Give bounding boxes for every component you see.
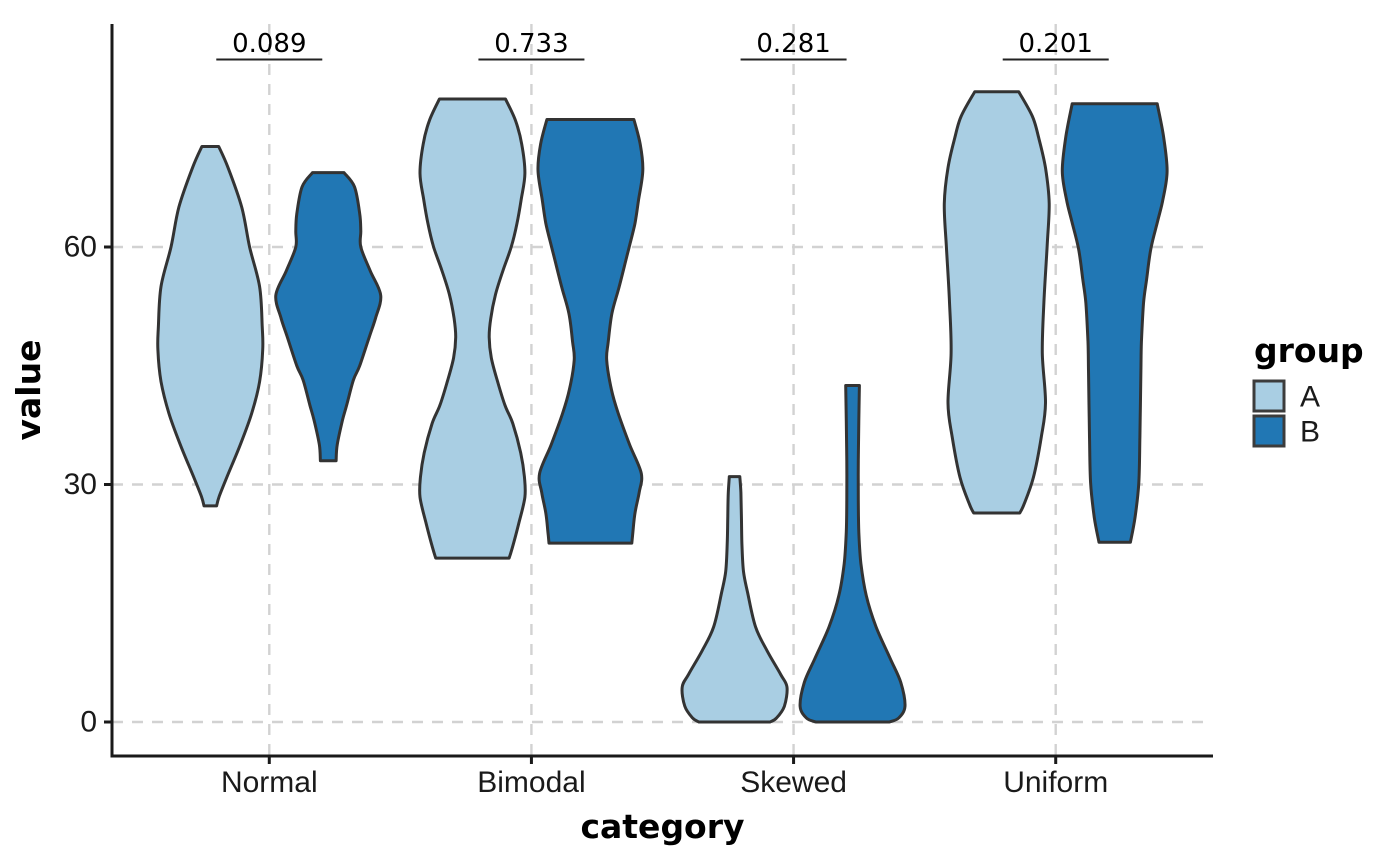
violin-uniform-a xyxy=(942,90,1051,515)
violin-uniform-b xyxy=(1060,102,1169,544)
x-tick-label-uniform: Uniform xyxy=(1003,766,1108,799)
x-axis-title: category xyxy=(580,807,744,846)
x-tick-label-bimodal: Bimodal xyxy=(477,766,585,799)
p-values: 0.089 0.733 0.281 0.201 xyxy=(216,29,1109,61)
violin-skewed-a xyxy=(680,475,789,724)
legend-label-b: B xyxy=(1300,416,1320,449)
y-tick-label-0: 0 xyxy=(80,706,97,739)
violin-bimodal-b xyxy=(536,118,645,545)
violins xyxy=(156,90,1169,724)
violin-normal-b xyxy=(274,171,383,463)
legend-key-a xyxy=(1252,379,1286,413)
legend-label-a: A xyxy=(1300,381,1320,414)
legend: group AB xyxy=(1252,331,1364,449)
legend-title: group xyxy=(1254,331,1364,370)
x-tick-label-normal: Normal xyxy=(221,766,318,799)
pvalue-label-normal: 0.089 xyxy=(232,29,306,59)
grid xyxy=(112,24,1209,756)
y-tick-label-30: 30 xyxy=(64,468,97,501)
y-tick-label-60: 60 xyxy=(64,231,97,264)
pvalue-label-uniform: 0.201 xyxy=(1018,29,1092,59)
x-tick-label-skewed: Skewed xyxy=(740,766,847,799)
violin-bimodal-a xyxy=(418,97,527,560)
axes: 0 30 60 Normal Bimodal Skewed Uniform xyxy=(64,24,1213,799)
violin-normal-a xyxy=(156,145,265,508)
legend-key-b xyxy=(1252,414,1286,448)
y-axis-title: value xyxy=(9,340,48,441)
pvalue-label-skewed: 0.281 xyxy=(756,29,830,59)
violin-skewed-b xyxy=(798,384,907,724)
pvalue-label-bimodal: 0.733 xyxy=(494,29,568,59)
